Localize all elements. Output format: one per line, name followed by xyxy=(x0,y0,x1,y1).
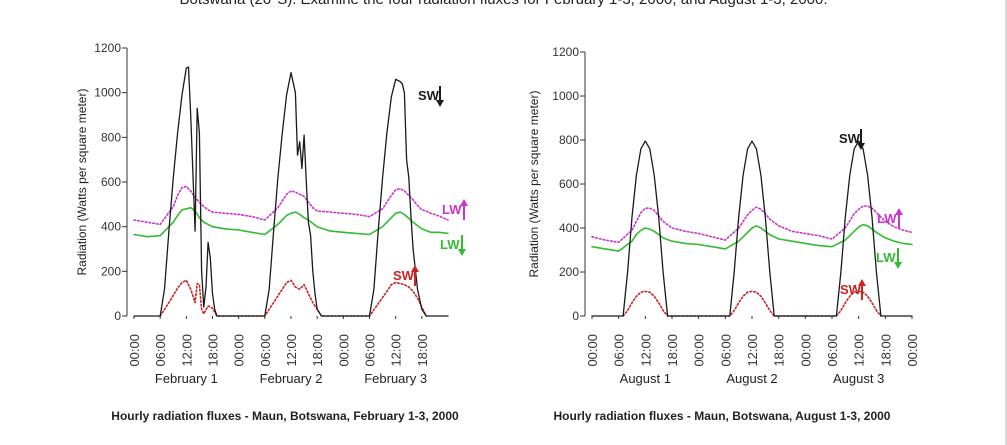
series-line-sw-up xyxy=(622,290,882,317)
arrow-head-down-icon xyxy=(458,249,466,256)
x-tick-label: 12:00 xyxy=(389,334,404,367)
arrow-head-down-icon xyxy=(894,262,902,269)
y-tick-label: 0 xyxy=(572,309,579,323)
x-tick-label: 00:00 xyxy=(798,334,813,367)
y-axis-label: Radiation (Watts per square meter) xyxy=(75,89,89,276)
arrow-head-up-icon xyxy=(411,265,419,272)
x-tick-label: 00:00 xyxy=(585,334,600,367)
annotation-sw-up: SW xyxy=(840,279,866,300)
series-line-lw-up xyxy=(591,205,913,244)
arrow-head-down-icon xyxy=(857,143,865,150)
annotation-label: LW xyxy=(876,250,896,265)
annotation-label: SW xyxy=(840,282,862,297)
day-label: February 1 xyxy=(155,371,218,386)
y-tick-label: 800 xyxy=(101,130,121,144)
annotation-lw-down: LW xyxy=(876,248,902,269)
annotation-label: LW xyxy=(440,237,460,252)
day-label: August 3 xyxy=(833,371,884,386)
annotation-label: SW xyxy=(839,131,861,146)
arrow-head-down-icon xyxy=(436,100,444,107)
chart-2: 0 200 400 600 800 1000 1200 Radiation (Watts pe… xyxy=(527,45,920,423)
x-tick-label: 12:00 xyxy=(745,334,760,367)
chart-1: 0 200 400 600 800 1000 1200 Radiation (Watts pe… xyxy=(75,41,468,423)
y-tick-label: 600 xyxy=(101,175,121,189)
day-label: February 3 xyxy=(364,371,427,386)
annotation-label: LW xyxy=(442,202,462,217)
x-tick-label: 12:00 xyxy=(179,334,194,367)
series-line-sw-down xyxy=(133,66,449,317)
x-tick-label: 06:00 xyxy=(718,334,733,367)
x-tick-label: 18:00 xyxy=(206,334,221,367)
y-tick-label: 1200 xyxy=(552,45,579,59)
x-tick-label: 00:00 xyxy=(232,334,247,367)
y-axis-label: Radiation (Watts per square meter) xyxy=(527,91,541,278)
x-tick-label: 18:00 xyxy=(310,334,325,367)
y-tick-label: 1000 xyxy=(552,89,579,103)
x-tick-label: 12:00 xyxy=(852,334,867,367)
arrow-head-up-icon xyxy=(460,199,468,206)
y-tick-label: 0 xyxy=(114,309,121,323)
y-tick-label: 400 xyxy=(101,220,121,234)
x-tick-label: 06:00 xyxy=(363,334,378,367)
annotation-sw-up: SW xyxy=(393,265,419,286)
series-line-sw-up xyxy=(159,279,427,317)
x-tick-label: 00:00 xyxy=(336,334,351,367)
x-tick-label: 06:00 xyxy=(612,334,627,367)
x-tick-label: 00:00 xyxy=(692,334,707,367)
chart-title: Hourly radiation fluxes - Maun, Botswana… xyxy=(111,409,459,423)
series-line-lw-up xyxy=(133,185,449,226)
x-tick-label: 12:00 xyxy=(638,334,653,367)
annotation-sw-down: SW xyxy=(418,86,444,107)
x-tick-label: 18:00 xyxy=(415,334,430,367)
annotation-label: SW xyxy=(418,88,440,103)
x-tick-label: 00:00 xyxy=(905,334,920,367)
right-edge-border xyxy=(1005,0,1007,445)
x-tick-label: 18:00 xyxy=(772,334,787,367)
x-tick-label: 18:00 xyxy=(878,334,893,367)
top-instruction-text: Botswana (20°S). Examine the four radiat… xyxy=(0,0,1007,8)
y-tick-label: 1200 xyxy=(94,41,121,55)
x-tick-label: 12:00 xyxy=(284,334,299,367)
arrow-head-up-icon xyxy=(858,279,866,286)
y-tick-label: 800 xyxy=(559,133,579,147)
y-tick-label: 400 xyxy=(559,221,579,235)
day-label: August 2 xyxy=(726,371,777,386)
y-tick-label: 200 xyxy=(559,265,579,279)
annotation-label: SW xyxy=(393,268,415,283)
annotation-lw-up: LW xyxy=(877,208,903,229)
annotation-lw-up: LW xyxy=(442,199,468,220)
y-tick-label: 200 xyxy=(101,264,121,278)
day-label: February 2 xyxy=(260,371,323,386)
annotation-label: LW xyxy=(877,211,897,226)
chart-title: Hourly radiation fluxes - Maun, Botswana… xyxy=(554,409,891,423)
series-line-lw-down xyxy=(591,223,913,252)
x-tick-label: 00:00 xyxy=(127,334,142,367)
x-tick-label: 06:00 xyxy=(258,334,273,367)
day-label: August 1 xyxy=(620,371,671,386)
annotation-sw-down: SW xyxy=(839,129,865,150)
x-tick-label: 06:00 xyxy=(825,334,840,367)
x-tick-label: 18:00 xyxy=(665,334,680,367)
x-tick-label: 06:00 xyxy=(153,334,168,367)
series-line-lw-down xyxy=(133,206,449,238)
annotation-lw-down: LW xyxy=(440,235,466,256)
y-tick-label: 600 xyxy=(559,177,579,191)
arrow-head-up-icon xyxy=(895,208,903,215)
y-tick-label: 1000 xyxy=(94,86,121,100)
